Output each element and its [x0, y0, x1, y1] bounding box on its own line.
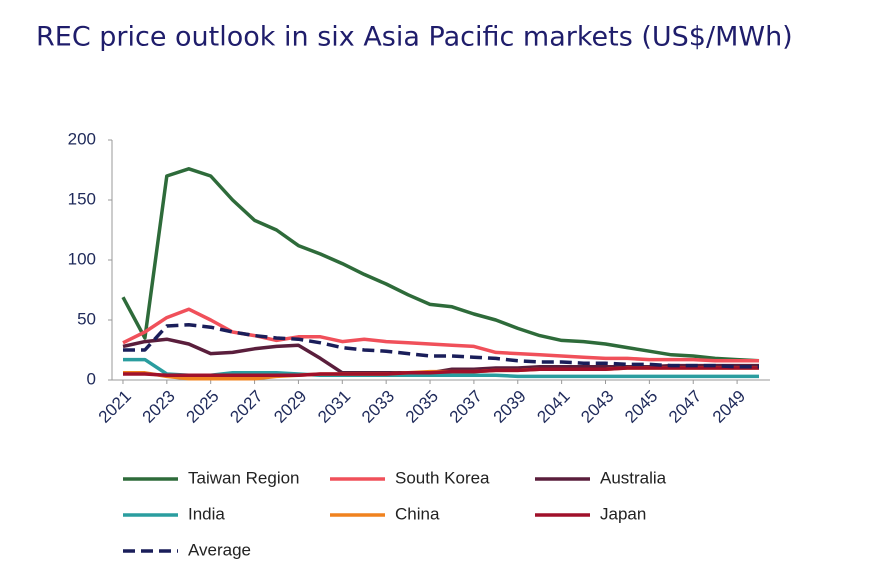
- legend-label: Japan: [600, 504, 646, 523]
- chart-title: REC price outlook in six Asia Pacific ma…: [36, 22, 793, 53]
- series-line: [123, 366, 759, 377]
- legend-label: South Korea: [395, 468, 490, 487]
- y-tick-label: 0: [87, 369, 96, 388]
- x-tick-label: 2029: [270, 387, 310, 427]
- x-tick-label: 2045: [621, 387, 661, 427]
- x-tick-label: 2033: [358, 387, 398, 427]
- y-tick-label: 200: [68, 129, 96, 148]
- legend-label: Average: [188, 540, 251, 559]
- x-tick-label: 2049: [709, 387, 749, 427]
- y-tick-label: 50: [77, 309, 96, 328]
- y-tick-label: 100: [68, 249, 96, 268]
- series-line: [123, 323, 759, 369]
- x-tick-label: 2047: [665, 387, 705, 427]
- x-tick-label: 2041: [533, 387, 573, 427]
- legend-label: China: [395, 504, 440, 523]
- y-tick-label: 150: [68, 189, 96, 208]
- x-tick-label: 2027: [226, 387, 266, 427]
- legend-label: India: [188, 504, 225, 523]
- x-tick-label: 2035: [402, 387, 442, 427]
- legend-label: Australia: [600, 468, 667, 487]
- x-tick-label: 2021: [95, 387, 135, 427]
- x-tick-label: 2023: [139, 387, 179, 427]
- x-tick-label: 2025: [183, 387, 223, 427]
- x-tick-label: 2037: [446, 387, 486, 427]
- x-tick-label: 2043: [577, 387, 617, 427]
- series-line: [123, 357, 759, 379]
- legend-label: Taiwan Region: [188, 468, 300, 487]
- x-tick-label: 2031: [314, 387, 354, 427]
- x-tick-label: 2039: [490, 387, 530, 427]
- series-line: [121, 167, 760, 363]
